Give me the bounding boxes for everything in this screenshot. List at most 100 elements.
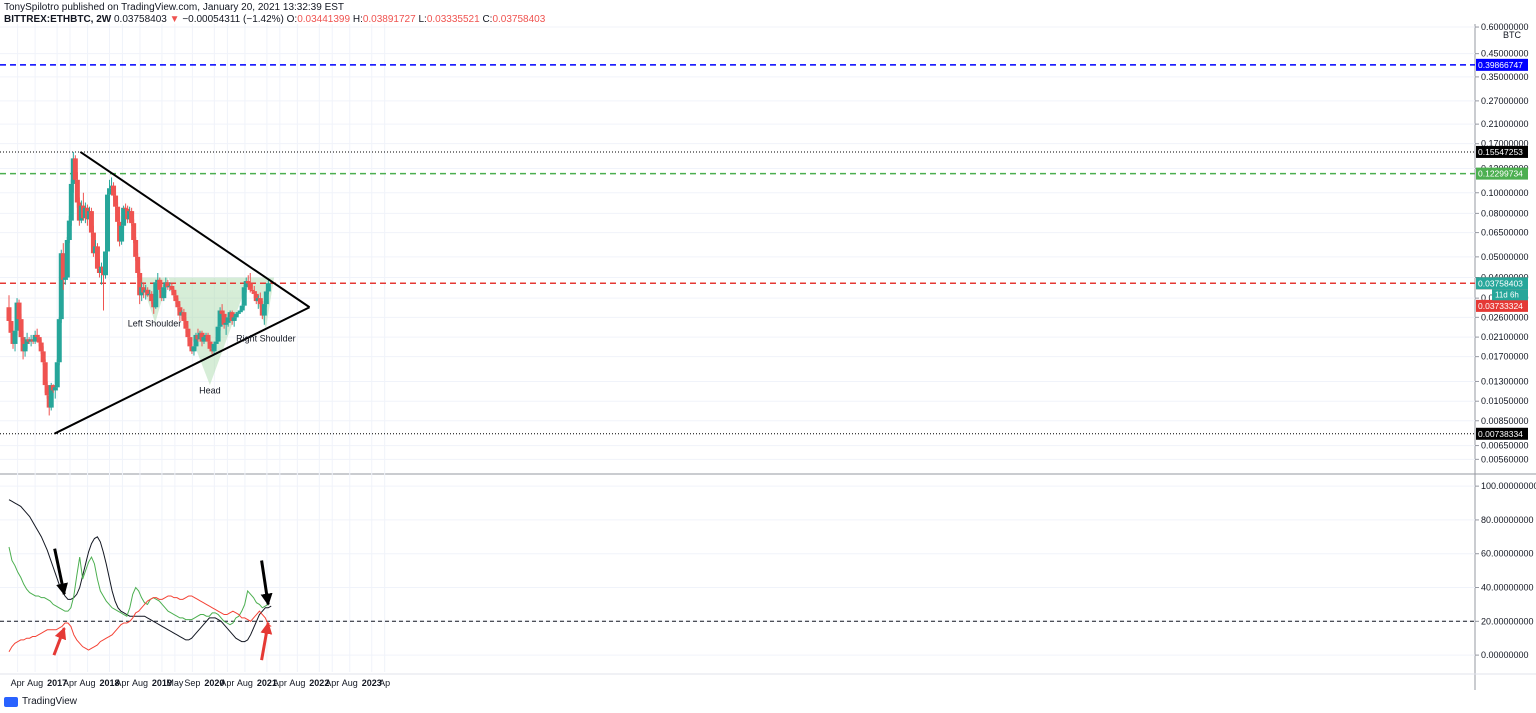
candle — [161, 284, 167, 302]
time-tick-label: Aug — [342, 678, 358, 688]
price-tick-label: 0.06500000 — [1481, 228, 1529, 238]
current-price-badge — [1476, 299, 1528, 312]
level-badge — [1476, 167, 1528, 180]
candle-body — [94, 246, 100, 269]
candle-body — [137, 272, 143, 296]
candle-body — [121, 207, 127, 226]
candle-body — [157, 279, 163, 290]
candle-body — [165, 282, 171, 288]
candle-body — [217, 310, 223, 327]
time-tick-label: Apr — [115, 678, 129, 688]
price-tick-label: 0.21000000 — [1481, 119, 1529, 129]
candle-body — [145, 289, 151, 296]
candle — [263, 289, 269, 308]
symbol-label[interactable]: BITTREX:ETHBTC, 2W — [4, 14, 112, 25]
oscillator-tick-label: 60.00000000 — [1481, 549, 1534, 559]
candle-body — [223, 322, 229, 325]
candle — [60, 243, 66, 290]
triangle-upper-trendline — [79, 151, 311, 309]
close-value: 0.03758403 — [492, 14, 546, 25]
candle — [131, 219, 137, 244]
oscillator-line-black — [8, 499, 272, 643]
level-badge — [1476, 145, 1528, 158]
candle-body — [263, 291, 269, 305]
price-tick-label: 0.17000000 — [1481, 139, 1529, 149]
last-price: 0.03758403 — [114, 14, 167, 25]
candle-body — [44, 385, 50, 396]
candle-body — [235, 312, 241, 314]
pattern-label: Left Shoulder — [128, 319, 182, 329]
candle-body — [185, 328, 191, 338]
oscillator-tick-label: 80.00000000 — [1481, 515, 1534, 525]
candle-body — [221, 313, 227, 325]
candle — [137, 268, 143, 305]
current-price-label: 0.03758403 — [1478, 278, 1523, 288]
time-tick-label: Apr — [220, 678, 234, 688]
candle-body — [253, 293, 259, 302]
candle — [64, 236, 70, 280]
candle-body — [241, 287, 247, 306]
countdown-badge — [1492, 289, 1528, 301]
level-badge — [1476, 58, 1528, 71]
candle-body — [229, 312, 235, 321]
high-label: H: — [352, 14, 363, 25]
candle-body — [239, 305, 245, 311]
candles — [6, 151, 271, 416]
time-tick-label: 2019 — [152, 678, 172, 688]
candle — [119, 223, 125, 245]
time-tick-label: Aug — [237, 678, 253, 688]
candle — [94, 243, 100, 273]
level-badge-label: 0.00738334 — [1478, 429, 1523, 439]
candle — [12, 326, 18, 352]
annotation-arrow — [53, 548, 68, 596]
candle-body — [102, 251, 108, 276]
brand-label: TradingView — [22, 696, 78, 707]
candle-body — [243, 281, 249, 288]
candle-body — [201, 337, 207, 342]
candle-body — [62, 277, 68, 280]
candle-body — [215, 326, 221, 342]
candle-body — [36, 337, 42, 343]
footer-brand: TradingView — [4, 696, 77, 707]
candle-body — [107, 188, 113, 195]
candle — [74, 172, 80, 208]
candle-body — [111, 185, 117, 196]
annotation-arrow — [260, 621, 273, 661]
candle-body — [52, 387, 58, 391]
price-tick-label: 0.35000000 — [1481, 72, 1529, 82]
candle — [261, 301, 267, 325]
candle-body — [175, 301, 181, 308]
candle-body — [169, 285, 175, 290]
candle-body — [191, 346, 197, 352]
candle — [133, 236, 139, 261]
candle — [129, 207, 135, 226]
candle-body — [181, 312, 187, 321]
candle-body — [40, 351, 46, 363]
candle — [56, 317, 62, 366]
candle-body — [233, 313, 239, 318]
time-tick-label: Apr — [63, 678, 77, 688]
candle-body — [177, 307, 183, 316]
open-label: O: — [286, 14, 298, 25]
candle — [102, 249, 108, 279]
time-tick-label: Apr — [11, 678, 25, 688]
low-value: 0.03335521 — [426, 14, 480, 25]
candle — [165, 279, 171, 290]
candle — [68, 179, 74, 226]
oscillator-tick-label: 0.00000000 — [1481, 650, 1529, 660]
candle-body — [173, 295, 179, 302]
candle — [32, 330, 38, 344]
candle — [52, 385, 58, 399]
candle-body — [261, 304, 267, 316]
oscillator-line-red — [8, 595, 272, 652]
oscillator-series — [8, 499, 272, 652]
candle-body — [129, 211, 135, 224]
time-tick-label: Aug — [132, 678, 148, 688]
price-tick-label: 0.01700000 — [1481, 352, 1529, 362]
candle-body — [183, 320, 189, 329]
oscillator-axis: 100.00000000 80.00000000 60.00000000 40.000… — [0, 481, 1536, 660]
annotation-arrows — [52, 548, 273, 661]
candle-body — [6, 307, 12, 321]
candle-body — [219, 310, 225, 314]
